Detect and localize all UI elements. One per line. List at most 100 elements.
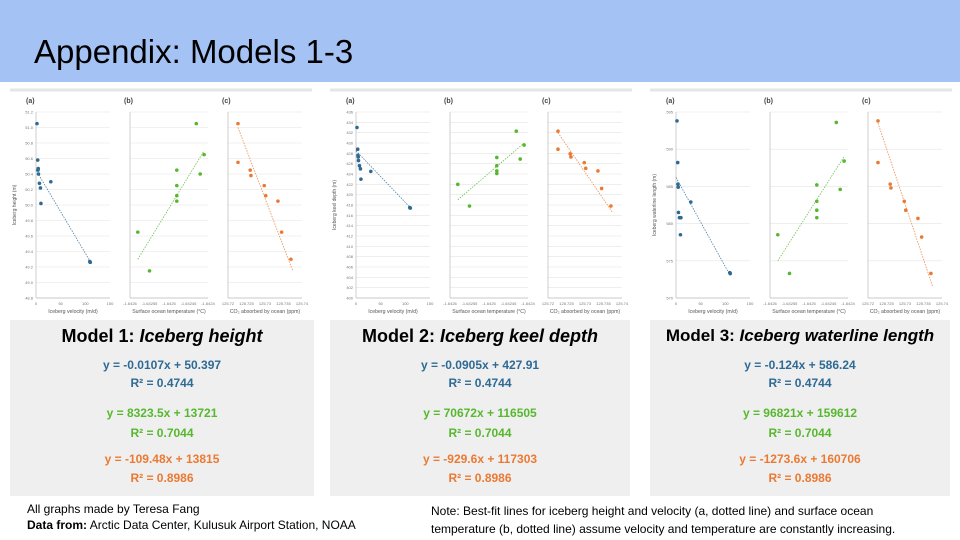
data-point [236,121,240,126]
note-line-2: temperature (b, dotted line) assume velo… [431,522,896,536]
x-tick-label: 100 [722,301,729,306]
data-point [355,147,360,151]
x-tick-label: 150 [427,301,434,306]
data-point [355,125,359,130]
subplot-label: (a) [26,98,35,105]
x-tick-label: 125.735 [276,301,291,306]
model-1-equation-c: y = -109.48x + 13815 [104,452,220,466]
x-tick-label: 125.73 [899,301,912,306]
trendline [355,150,411,208]
y-tick-label: 50.6 [25,156,34,161]
data-point [495,155,499,160]
y-tick-label: 436 [346,110,353,115]
data-point [289,257,293,262]
model-3-figure: (a) 570 575 580 585 590 595 Iceberg waterline l… [650,88,952,316]
title-bar [0,0,960,82]
model-2-r2-a: R² = 0.4744 [448,376,512,390]
data-point [514,129,519,133]
data-point [38,186,43,190]
model-2-equation-a: y = -0.0905x + 427.91 [420,358,540,372]
data-point [495,163,499,168]
data-point [919,235,924,239]
model-1-figure: (a) 48.8 49.0 49.2 49.4 49.6 49.8 50.0 50.2 50.4 5… [10,88,312,316]
data-point [49,179,53,184]
x-tick-label: -1.6424 [841,301,855,306]
x-tick-label: 150 [747,301,754,306]
data-source-label: Data from: [27,518,88,532]
y-tick-label: 424 [346,172,353,177]
data-point [929,271,933,276]
trendline [457,142,525,201]
y-tick-label: 50.8 [25,141,34,146]
data-point [582,160,587,165]
data-point [262,183,267,188]
x-axis-title: Surface ocean temperature (°C) [772,309,846,315]
data-point [495,169,499,173]
y-tick-label: 49.0 [25,280,34,285]
y-axis-title: Iceberg height (m) [12,184,18,225]
data-point [787,271,792,276]
chart-background [330,88,632,316]
data-point [676,182,680,186]
data-point [202,152,206,157]
model-1-title: Model 1: Iceberg height [10,326,314,347]
data-point [147,269,152,273]
subplot-label: (b) [124,98,133,105]
data-point [834,120,839,125]
data-point [568,152,572,156]
y-tick-label: 49.4 [25,249,34,254]
data-point [599,186,604,191]
data-point [583,166,588,171]
data-point [194,121,199,126]
y-tick-label: 580 [666,221,673,226]
data-point [815,183,819,187]
x-tick-label: -1.6424 [201,301,215,306]
x-tick-label: -1.6425 [162,301,176,306]
y-tick-label: 590 [666,147,673,152]
x-axis-title: Iceberg velocity (m/d) [48,309,98,315]
x-tick-label: 125.725 [239,301,254,306]
model-2-chart: (a) 400 402 404 406 408 410 412 414 416 418 420 422 4… [330,88,632,316]
x-axis-title: CO₂ absorbed by ocean (ppm) [550,309,621,315]
data-point [357,163,362,168]
x-tick-label: -1.64245 [821,301,838,306]
data-point [248,168,252,172]
model-3-equation-c: y = -1273.6x + 160706 [739,452,861,466]
model-2-name: Iceberg keel depth [439,326,599,346]
y-tick-label: 416 [346,213,353,218]
data-source-text: Arctic Data Center, Kulusuk Airport Stat… [89,518,356,532]
data-point [903,208,908,213]
data-point [88,260,93,265]
data-point [815,215,819,220]
data-point [356,158,361,163]
model-2-r2-c: R² = 0.8986 [448,471,512,485]
x-tick-label: -1.6425 [482,301,496,306]
subplot-label: (b) [444,98,453,105]
data-point [175,168,179,172]
model-1-equation-a: y = -0.0107x + 50.397 [102,358,222,372]
model-1-equation-b: y = 8323.5x + 13721 [106,406,218,420]
footer-note: Note: Best-fit lines for iceberg height … [431,502,895,538]
footer-credits: All graphs made by Teresa Fang Data from… [27,501,356,533]
x-tick-label: 125.74 [616,301,629,306]
data-point [556,129,560,133]
subplot-label: (a) [666,98,675,105]
y-axis-title: Iceberg keel depth (m) [332,180,338,230]
slide-title: Appendix: Models 1-3 [34,33,354,70]
model-1-name: Iceberg height [139,326,263,346]
data-point [279,230,284,234]
x-tick-label: -1.64255 [142,301,159,306]
data-point [676,210,681,215]
x-tick-label: -1.6426 [763,301,777,306]
subplot-label: (c) [862,98,871,105]
x-tick-label: -1.6426 [443,301,457,306]
y-tick-label: 49.6 [25,234,34,239]
data-point [679,215,683,220]
y-tick-label: 51.2 [25,110,34,115]
y-tick-label: 49.2 [25,265,34,270]
x-tick-label: 125.725 [559,301,574,306]
x-tick-label: -1.64255 [462,301,479,306]
data-point [676,185,681,189]
y-tick-label: 585 [666,184,673,189]
model-3-equation-b: y = 96821x + 159612 [742,406,858,420]
